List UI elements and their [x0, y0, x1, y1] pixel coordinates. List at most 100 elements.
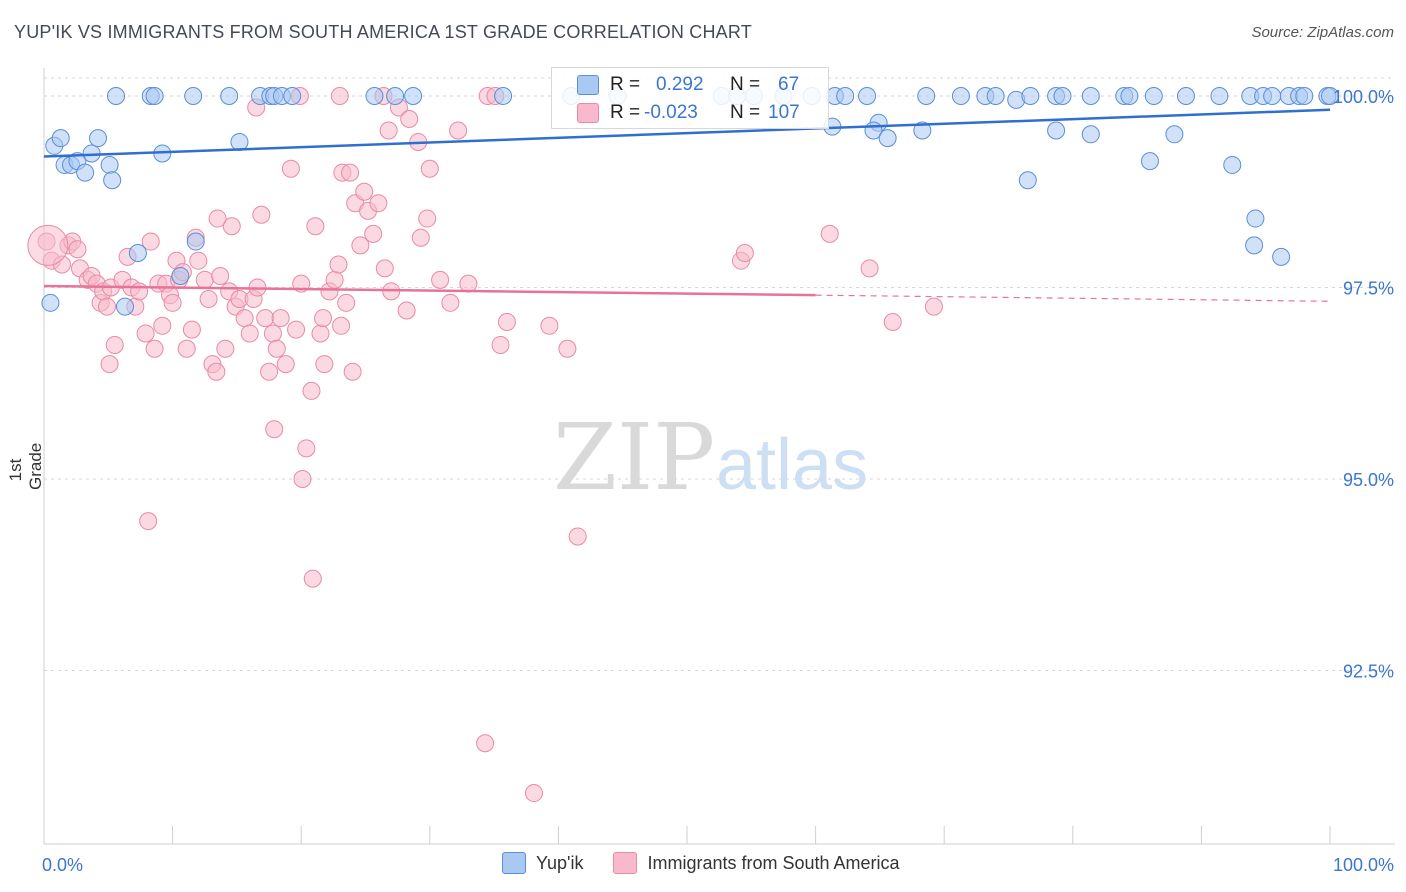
data-point [1047, 121, 1066, 140]
legend-label-yupik: Yup'ik [536, 852, 584, 873]
data-point [524, 784, 543, 803]
data-point [397, 301, 416, 320]
data-point [1081, 87, 1100, 105]
data-point [441, 293, 460, 312]
data-point [351, 236, 370, 255]
data-point [1246, 209, 1265, 228]
data-point [1245, 236, 1264, 255]
data-point [311, 324, 330, 343]
data-point [329, 255, 348, 274]
data-point [337, 293, 356, 312]
grid-lines [44, 77, 1395, 671]
data-point [107, 87, 126, 105]
data-point [735, 244, 754, 263]
legend-item-immigrants[interactable]: Immigrants from South America [613, 852, 900, 874]
data-point [139, 512, 158, 531]
axes [43, 68, 1395, 845]
data-point [41, 293, 60, 312]
stats-row-yupik: R = 0.292 N = 67 [552, 71, 828, 99]
stats-r-value: -0.023 [644, 102, 698, 123]
data-point [404, 87, 423, 105]
data-point [497, 312, 516, 331]
data-point [220, 87, 239, 105]
data-point [364, 224, 383, 243]
data-point [235, 309, 254, 328]
data-point [145, 87, 164, 105]
data-point [177, 339, 196, 358]
legend-label-immigrants: Immigrants from South America [647, 852, 900, 873]
data-point [182, 320, 201, 339]
data-point [271, 309, 290, 328]
trend-line-immigrants [43, 284, 816, 297]
x-tick-label-min: 0.0% [42, 855, 83, 875]
stats-row-immigrants: R = -0.023 N = 107 [552, 99, 828, 127]
data-point [1263, 87, 1282, 105]
data-point [189, 251, 208, 270]
data-point [341, 163, 360, 182]
data-point [153, 316, 172, 335]
data-point [263, 324, 282, 343]
data-point [103, 171, 122, 190]
data-point [476, 734, 495, 753]
data-point [420, 159, 439, 178]
x-tick-label-max: 100.0% [1333, 855, 1394, 875]
correlation-stats-box: R = 0.292 N = 67 R = -0.023 N = 107 [551, 67, 829, 129]
legend-swatch-pink [613, 852, 638, 874]
data-point [130, 282, 149, 301]
legend: Yup'ik Immigrants from South America [502, 852, 900, 874]
watermark: ZIP atlas [553, 404, 868, 511]
data-point [343, 362, 362, 381]
data-point [98, 297, 117, 316]
data-point [418, 209, 437, 228]
data-point [459, 274, 478, 293]
data-point [315, 355, 334, 374]
stats-n-label: N = [730, 102, 761, 123]
data-point [1081, 125, 1100, 144]
data-point [128, 244, 147, 263]
data-point [924, 297, 943, 316]
trend-line-immigrants-extension [815, 294, 1331, 302]
data-point [1120, 87, 1139, 105]
data-point [287, 320, 306, 339]
data-point [184, 87, 203, 105]
data-point-cluster [27, 224, 69, 266]
data-point [836, 87, 855, 105]
tick-labels: 100.0% 97.5% 95.0% 92.5% 0.0% 100.0% [42, 87, 1394, 875]
stats-r-value: 0.292 [656, 74, 704, 95]
data-point [293, 470, 312, 488]
watermark-zip: ZIP [553, 404, 715, 511]
data-point [207, 362, 226, 381]
data-point [369, 194, 388, 213]
data-point [858, 87, 877, 105]
stats-n-label: N = [730, 74, 761, 95]
data-point [1053, 87, 1072, 105]
data-point [51, 129, 70, 148]
stats-n-value: 107 [768, 102, 800, 123]
data-point [325, 270, 344, 289]
y-tick-label: 100.0% [1333, 87, 1394, 107]
data-point [878, 129, 897, 148]
stats-r-label: R = [610, 74, 641, 95]
data-point [171, 267, 190, 286]
data-point [216, 339, 235, 358]
data-point [491, 335, 510, 354]
legend-item-yupik[interactable]: Yup'ik [502, 852, 583, 874]
data-point [283, 87, 302, 105]
stats-swatch-blue [577, 75, 599, 95]
data-point [297, 439, 316, 458]
y-tick-label: 92.5% [1343, 662, 1394, 682]
data-point [267, 339, 286, 358]
stats-n-value: 67 [778, 74, 800, 95]
data-point [302, 381, 321, 400]
data-point [1165, 125, 1184, 144]
data-point [186, 232, 205, 251]
data-point [540, 316, 559, 335]
data-point [314, 309, 333, 328]
data-point [568, 527, 587, 546]
data-point [494, 87, 513, 105]
data-point [1140, 152, 1159, 171]
data-point [240, 324, 259, 343]
data-point [260, 362, 279, 381]
data-point [145, 339, 164, 358]
data-point [195, 270, 214, 289]
